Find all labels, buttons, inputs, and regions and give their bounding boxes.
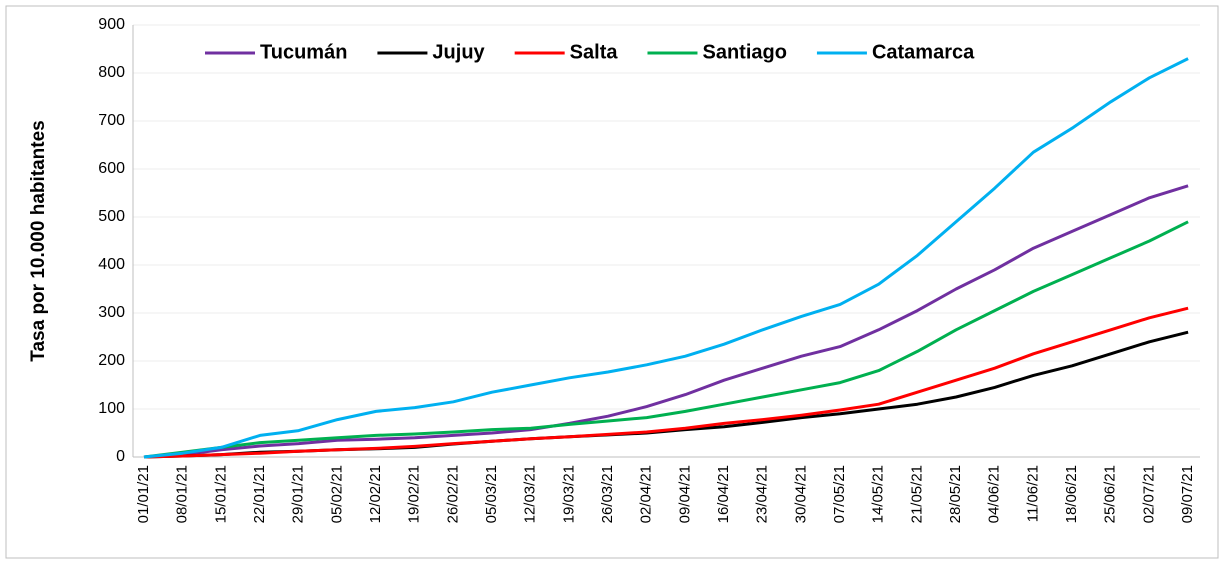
legend-label: Salta	[570, 41, 619, 63]
y-tick-label: 600	[98, 160, 125, 177]
x-tick-label: 08/01/21	[174, 465, 191, 523]
x-tick-label: 14/05/21	[870, 465, 887, 523]
chart-border	[5, 5, 1219, 559]
series-line	[143, 57, 1189, 459]
x-tick-label: 25/06/21	[1102, 465, 1119, 523]
x-tick-label: 02/04/21	[638, 465, 655, 523]
x-tick-label: 26/02/21	[444, 465, 461, 523]
x-tick-label: 26/03/21	[599, 465, 616, 523]
y-tick-label: 800	[98, 64, 125, 81]
x-tick-label: 07/05/21	[831, 465, 848, 523]
y-tick-label: 300	[98, 304, 125, 321]
x-tick-label: 16/04/21	[715, 465, 732, 523]
x-tick-label: 12/02/21	[367, 465, 384, 523]
x-tick-label: 30/04/21	[792, 465, 809, 523]
y-tick-label: 400	[98, 256, 125, 273]
x-tick-label: 09/04/21	[676, 465, 693, 523]
x-tick-label: 19/03/21	[560, 465, 577, 523]
x-tick-label: 22/01/21	[251, 465, 268, 523]
x-tick-label: 04/06/21	[986, 465, 1003, 523]
y-tick-label: 700	[98, 112, 125, 129]
y-tick-label: 100	[98, 400, 125, 417]
y-tick-label: 500	[98, 208, 125, 225]
legend-label: Catamarca	[872, 41, 975, 63]
y-tick-label: 0	[116, 448, 125, 465]
y-tick-label: 200	[98, 352, 125, 369]
x-tick-label: 18/06/21	[1063, 465, 1080, 523]
x-tick-label: 28/05/21	[947, 465, 964, 523]
series-line	[143, 306, 1189, 459]
legend-label: Tucumán	[260, 41, 347, 63]
legend-label: Jujuy	[432, 41, 485, 63]
x-tick-label: 21/05/21	[908, 465, 925, 523]
y-axis-title: Tasa por 10.000 habitantes	[28, 120, 49, 361]
y-tick-label: 900	[98, 16, 125, 33]
x-tick-label: 12/03/21	[522, 465, 539, 523]
series-line	[143, 184, 1189, 459]
x-tick-label: 05/02/21	[328, 465, 345, 523]
x-tick-label: 15/01/21	[212, 465, 229, 523]
series-line	[143, 220, 1189, 459]
x-tick-label: 19/02/21	[406, 465, 423, 523]
x-tick-label: 01/01/21	[135, 465, 152, 523]
legend-label: Santiago	[702, 41, 786, 63]
x-tick-label: 29/01/21	[290, 465, 307, 523]
x-tick-label: 02/07/21	[1140, 465, 1157, 523]
x-tick-label: 05/03/21	[483, 465, 500, 523]
x-tick-label: 09/07/21	[1179, 465, 1196, 523]
x-tick-label: 11/06/21	[1024, 465, 1041, 522]
x-tick-label: 23/04/21	[754, 465, 771, 523]
